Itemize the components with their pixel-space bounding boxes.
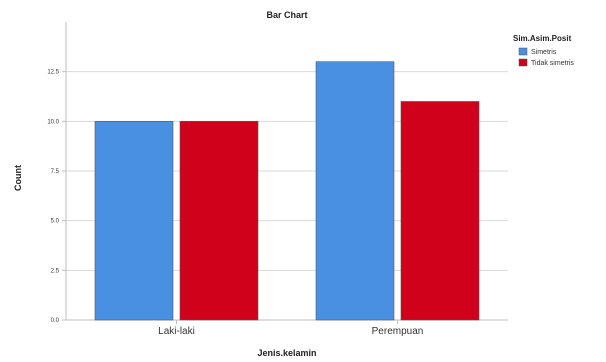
legend-swatch [518, 58, 528, 67]
bar-tidak-simetris-laki-laki [179, 121, 259, 321]
y-tick-label: 5.0 [51, 219, 60, 225]
y-tick-label: 2.5 [51, 268, 60, 274]
y-tick-label: 0.0 [51, 318, 60, 324]
legend-swatch [518, 47, 528, 56]
bar-simetris-perempuan [315, 61, 395, 321]
legend: Sim.Asim.Posit Simetris Tidak simetris [513, 34, 574, 67]
x-category-label: Perempuan [372, 326, 424, 337]
y-axis-label: Count [13, 165, 23, 191]
legend-label: Simetris [531, 49, 557, 56]
bar-simetris-laki-laki [94, 121, 174, 321]
y-tick-label: 7.5 [51, 169, 60, 175]
legend-title: Sim.Asim.Posit [513, 34, 572, 43]
chart-title: Bar Chart [266, 10, 307, 20]
x-category-label: Laki-laki [158, 326, 195, 337]
y-tick-label: 12.5 [47, 70, 59, 76]
x-axis-categories: Laki-laki Perempuan [158, 320, 423, 337]
legend-label: Tidak simetris [531, 60, 574, 67]
y-axis-ticks: 0.0 2.5 5.0 7.5 10.0 12.5 [47, 70, 66, 324]
bar-tidak-simetris-perempuan [400, 101, 480, 321]
x-axis-label: Jenis.kelamin [257, 348, 316, 358]
bars [94, 61, 480, 321]
y-tick-label: 10.0 [47, 119, 59, 125]
